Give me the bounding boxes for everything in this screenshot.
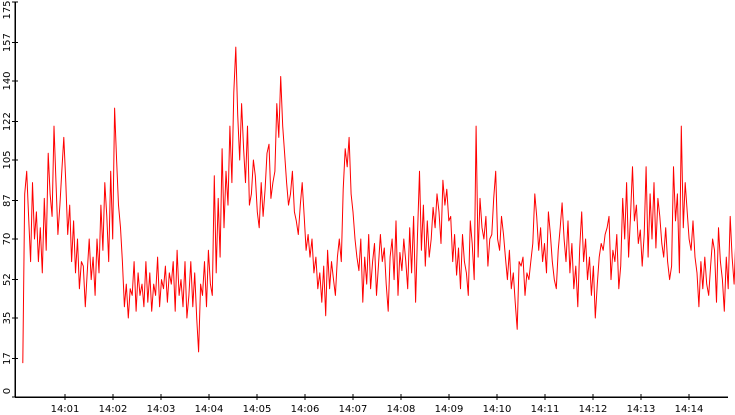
y-tick-label: 70 bbox=[2, 233, 13, 246]
y-tick-label: 17 bbox=[2, 352, 13, 365]
x-tick-label: 14:02 bbox=[99, 404, 128, 415]
x-tick-label: 14:11 bbox=[531, 404, 560, 415]
x-tick-label: 14:04 bbox=[195, 404, 224, 415]
x-tick-label: 14:03 bbox=[147, 404, 176, 415]
x-tick-label: 14:13 bbox=[627, 404, 656, 415]
x-tick-label: 14:12 bbox=[579, 404, 608, 415]
y-tick-label: 140 bbox=[2, 71, 13, 90]
x-tick-label: 14:09 bbox=[435, 404, 464, 415]
x-tick-label: 14:06 bbox=[291, 404, 320, 415]
x-tick-label: 14:07 bbox=[339, 404, 368, 415]
series-line bbox=[22, 46, 735, 364]
x-tick-label: 14:08 bbox=[387, 404, 416, 415]
x-tick-label: 14:10 bbox=[483, 404, 512, 415]
y-tick-label: 35 bbox=[2, 312, 13, 325]
y-tick-label: 0 bbox=[2, 388, 13, 394]
x-tick-label: 14:01 bbox=[51, 404, 80, 415]
y-tick-label: 157 bbox=[2, 33, 13, 52]
x-tick-label: 14:14 bbox=[675, 404, 704, 415]
y-tick-label: 175 bbox=[2, 0, 13, 19]
y-tick-label: 105 bbox=[2, 150, 13, 169]
x-tick-label: 14:05 bbox=[243, 404, 272, 415]
x-axis-ticks: 14:01 14:02 14:03 14:04 14:05 14:06 14:07 14:08… bbox=[51, 394, 704, 415]
y-tick-label: 87 bbox=[2, 194, 13, 207]
y-tick-label: 52 bbox=[2, 273, 13, 286]
y-tick-label: 122 bbox=[2, 112, 13, 131]
